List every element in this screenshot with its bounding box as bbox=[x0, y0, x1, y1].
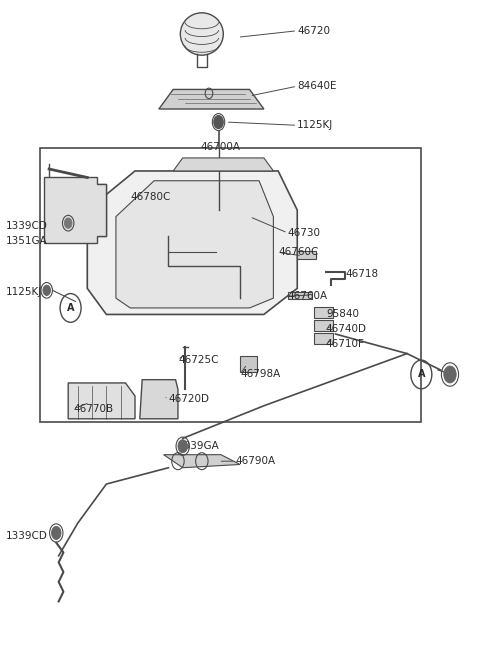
Circle shape bbox=[64, 218, 72, 229]
Text: 46770B: 46770B bbox=[73, 404, 113, 414]
Circle shape bbox=[214, 115, 223, 128]
Text: 46700A: 46700A bbox=[201, 143, 241, 153]
Text: 95840: 95840 bbox=[326, 309, 359, 320]
Text: 1339CD: 1339CD bbox=[6, 221, 48, 231]
Text: 1339CD: 1339CD bbox=[6, 531, 48, 541]
Text: 46760C: 46760C bbox=[278, 248, 319, 257]
Polygon shape bbox=[140, 380, 178, 419]
Text: 1351GA: 1351GA bbox=[6, 236, 48, 246]
Text: A: A bbox=[418, 369, 425, 379]
Bar bbox=[314, 333, 333, 344]
Text: 46790A: 46790A bbox=[235, 456, 276, 466]
Circle shape bbox=[178, 440, 188, 453]
Polygon shape bbox=[297, 251, 316, 259]
Text: 46780C: 46780C bbox=[130, 192, 170, 202]
Text: 46760A: 46760A bbox=[288, 291, 328, 301]
Polygon shape bbox=[44, 178, 107, 243]
Text: 1339GA: 1339GA bbox=[178, 441, 220, 451]
Text: 84640E: 84640E bbox=[297, 81, 337, 91]
Circle shape bbox=[444, 366, 456, 383]
Text: 46730: 46730 bbox=[288, 228, 321, 238]
Text: 1125KJ: 1125KJ bbox=[297, 121, 334, 130]
Polygon shape bbox=[173, 158, 274, 171]
Circle shape bbox=[43, 285, 50, 295]
Polygon shape bbox=[159, 90, 264, 109]
Bar bbox=[314, 320, 333, 331]
Text: 1125KJ: 1125KJ bbox=[6, 287, 42, 297]
Text: 46710F: 46710F bbox=[326, 339, 365, 349]
Text: 46725C: 46725C bbox=[178, 355, 218, 365]
Polygon shape bbox=[164, 455, 240, 468]
Bar bbox=[314, 307, 333, 318]
Text: 46720: 46720 bbox=[297, 26, 330, 36]
Circle shape bbox=[51, 527, 61, 540]
Polygon shape bbox=[87, 171, 297, 314]
Text: 46740D: 46740D bbox=[326, 324, 367, 334]
Text: 46798A: 46798A bbox=[240, 369, 280, 379]
Text: 46720D: 46720D bbox=[168, 394, 209, 404]
Text: 46718: 46718 bbox=[345, 269, 378, 279]
Bar bbox=[240, 356, 257, 372]
Polygon shape bbox=[116, 181, 274, 308]
Text: A: A bbox=[67, 303, 74, 313]
Polygon shape bbox=[68, 383, 135, 419]
Polygon shape bbox=[288, 291, 312, 299]
Ellipse shape bbox=[180, 13, 223, 55]
